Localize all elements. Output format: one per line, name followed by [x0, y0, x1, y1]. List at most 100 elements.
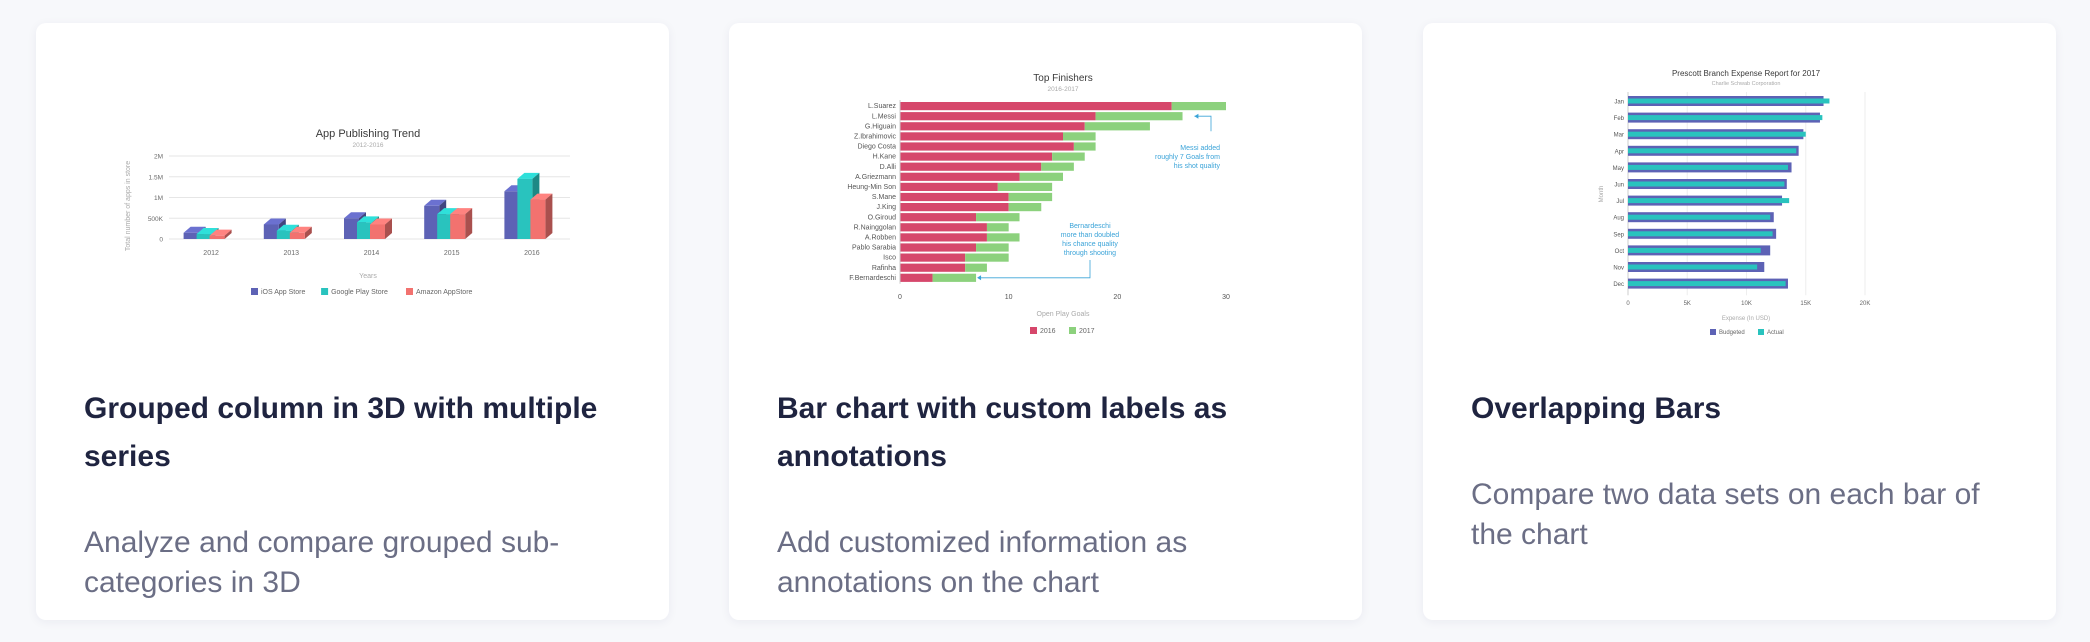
y-axis-title: Total number of apps in store — [125, 161, 132, 251]
y-tick-label: F.Bernardeschi — [849, 275, 896, 282]
bar-segment — [900, 243, 977, 252]
bar-3d-top — [424, 199, 447, 206]
y-tick-label: A.Griezmann — [855, 174, 896, 181]
bar-actual — [1628, 98, 1830, 104]
y-tick-label: J.King — [877, 204, 897, 211]
bar-3d-top — [276, 224, 299, 231]
bar-3d-top — [263, 218, 286, 225]
bar-segment — [997, 182, 1053, 191]
bar — [370, 224, 385, 239]
bar-3d-side — [304, 226, 312, 239]
bar-3d-top — [517, 172, 540, 179]
y-tick-label: Jul — [1616, 199, 1624, 205]
y-tick-label: Isco — [883, 255, 896, 262]
annotation-text: Bernardeschi — [1069, 223, 1111, 230]
x-tick-label: 0 — [898, 294, 902, 301]
card-description: Compare two data sets on each bar of the… — [1471, 478, 1980, 551]
legend-label: 2017 — [1079, 328, 1095, 335]
card-title[interactable]: Grouped column in 3D with multiple serie… — [84, 392, 598, 473]
bar-segment — [900, 213, 977, 222]
chart-card[interactable]: Top Finishers 2016-2017 L.Suarez L.Messi G.H… — [729, 23, 1362, 620]
y-tick-label: R.Nainggolan — [854, 224, 897, 231]
bar-segment — [1073, 142, 1096, 151]
y-tick-label: 0 — [159, 237, 163, 244]
bar-segment — [965, 253, 1009, 262]
chart-card[interactable]: Prescott Branch Expense Report for 2017 C… — [1423, 23, 2056, 620]
chart-thumbnail[interactable]: App Publishing Trend 2012-2016 Total numbe… — [36, 23, 669, 363]
x-tick-label: 2016 — [524, 250, 540, 257]
x-axis-title: Years — [359, 273, 377, 280]
card-title[interactable]: Overlapping Bars — [1471, 392, 1722, 425]
bar-segment — [1171, 102, 1226, 111]
bar — [196, 234, 212, 239]
chart-title: Top Finishers — [1033, 73, 1092, 84]
bar-segment — [900, 203, 1009, 212]
bar-3d-side — [385, 218, 392, 239]
card-description: Analyze and compare grouped sub-categori… — [84, 526, 560, 599]
bar-segment — [900, 102, 1172, 111]
y-tick-label: Heung-Min Son — [847, 184, 896, 191]
bar-3d-side — [465, 208, 473, 239]
legend-label: Google Play Store — [331, 289, 388, 296]
bar-segment — [900, 142, 1074, 151]
legend-swatch — [1069, 327, 1076, 334]
x-tick-label: 2015 — [444, 250, 460, 257]
bar-actual — [1628, 264, 1758, 270]
y-tick-label: Z.Ibrahimovic — [854, 134, 897, 141]
bar-segment — [1052, 152, 1085, 161]
x-tick-label: 2013 — [284, 250, 300, 257]
bar-3d-top — [530, 193, 553, 200]
annotation-text: through shooting — [1064, 250, 1116, 257]
y-tick-label: Pablo Sarabia — [852, 245, 896, 252]
bar-segment — [900, 223, 987, 232]
y-tick-label: Nov — [1613, 266, 1624, 272]
bar-segment — [900, 162, 1042, 171]
annotation-text: his shot quality — [1174, 163, 1221, 170]
bar-actual — [1628, 281, 1786, 287]
chart-subtitle: Charlie Schwab Corporation — [1712, 81, 1781, 87]
bar — [276, 230, 292, 239]
annotation-text: more than doubled — [1061, 232, 1119, 239]
x-tick-label: 15K — [1800, 301, 1811, 307]
chart-subtitle: 2016-2017 — [1047, 86, 1078, 93]
bar-actual — [1628, 131, 1806, 137]
bar-segment — [1084, 122, 1150, 131]
x-tick-label: 20 — [1113, 294, 1121, 301]
bar-segment — [1063, 132, 1096, 141]
bar-segment — [1095, 112, 1183, 121]
y-tick-label: Sep — [1613, 232, 1624, 238]
y-tick-label: May — [1613, 166, 1624, 172]
chart-thumbnail[interactable]: Prescott Branch Expense Report for 2017 C… — [1423, 23, 2056, 363]
bar-segment — [900, 152, 1053, 161]
bar-3d-top — [370, 218, 392, 225]
y-tick-label: Jan — [1614, 100, 1624, 106]
y-tick-label: G.Higuain — [865, 123, 896, 130]
chart-subtitle: 2012-2016 — [352, 142, 383, 149]
x-tick-label: 2014 — [364, 250, 380, 257]
bar — [209, 235, 225, 239]
y-tick-label: H.Kane — [873, 154, 896, 161]
bar-actual — [1628, 181, 1785, 187]
x-tick-label: 10K — [1741, 301, 1752, 307]
y-tick-label: Aug — [1613, 216, 1624, 222]
card-title[interactable]: Bar chart with custom labels as annotati… — [777, 392, 1228, 473]
bar-segment — [900, 182, 998, 191]
bar — [450, 214, 466, 239]
bar — [357, 222, 372, 239]
annotation-arrowhead — [1194, 113, 1199, 119]
y-axis-title: Month — [1599, 186, 1605, 203]
bar — [504, 191, 520, 239]
bar-segment — [900, 253, 966, 262]
grouped-column-3d-chart: App Publishing Trend 2012-2016 Total numbe… — [125, 128, 570, 296]
y-tick-label: Mar — [1614, 133, 1624, 139]
y-tick-label: Feb — [1614, 116, 1625, 122]
chart-thumbnail[interactable]: Top Finishers 2016-2017 L.Suarez L.Messi G.H… — [729, 23, 1362, 363]
y-tick-label: Jun — [1614, 183, 1624, 189]
y-tick-label: 500K — [148, 216, 164, 223]
bar-segment — [1041, 162, 1074, 171]
y-tick-label: Diego Costa — [857, 144, 896, 151]
bar-3d-side — [545, 193, 553, 239]
chart-card[interactable]: App Publishing Trend 2012-2016 Total numbe… — [36, 23, 669, 620]
y-tick-label: 1.5M — [149, 174, 163, 181]
bar-segment — [900, 192, 1009, 202]
